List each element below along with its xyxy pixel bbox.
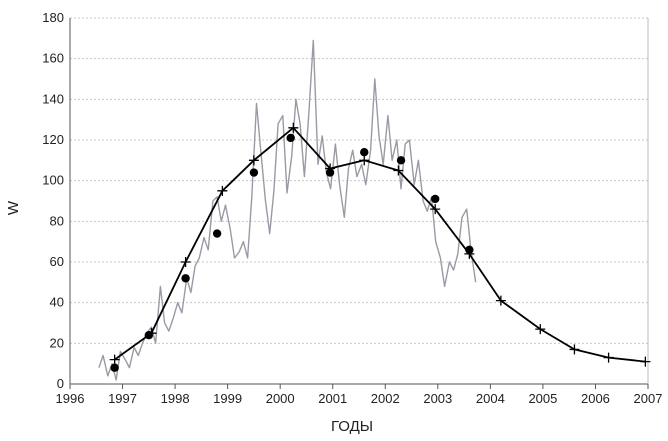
smoothed-plus-marker [180,257,191,267]
y-tick-label: 40 [50,295,64,310]
x-tick-label: 2004 [476,391,505,406]
smoothed-plus-marker [393,165,404,176]
smoothed-plus-marker [248,155,259,166]
smoothed-series-line [114,126,646,363]
annual-dot-marker [396,156,406,165]
smoothed-plus-marker [495,295,506,306]
x-tick-label: 2003 [423,391,452,406]
smoothed-plus-marker [640,356,651,367]
x-axis-title: ГОДЫ [331,418,373,435]
annual-dot-marker [249,168,259,177]
annual-dot-marker [430,194,440,204]
y-tick-label: 80 [50,213,64,228]
y-tick-label: 120 [42,132,64,147]
annual-dot-marker [286,133,295,143]
x-tick-label: 2002 [371,391,400,406]
annual-dot-marker [325,168,335,177]
y-tick-label: 20 [50,335,64,350]
y-tick-label: 140 [42,91,64,106]
smoothed-plus-marker [569,344,580,355]
y-tick-label: 100 [42,173,64,188]
annual-dot-marker [465,245,474,254]
x-tick-label: 2001 [318,391,347,406]
annual-dot-marker [144,331,154,340]
annual-dot-marker [110,363,119,372]
smoothed-plus-marker [109,354,120,365]
x-tick-label: 2005 [528,391,557,406]
x-tick-label: 1999 [213,391,242,406]
smoothed-plus-marker [217,185,228,196]
monthly-series-line [98,39,477,381]
grid-lines [70,17,648,344]
x-tick-label: 2007 [634,391,663,406]
x-tick-label: 1996 [56,391,85,406]
smoothed-plus-marker [535,324,546,335]
x-tick-label: 2006 [581,391,610,406]
x-tick-label: 2000 [266,391,295,406]
smoothed-plus-marker [430,204,441,215]
y-axis-title: W [5,200,22,215]
y-tick-label: 180 [42,10,64,25]
smoothed-plus-marker [288,122,299,133]
series [98,39,651,381]
x-tick-label: 1998 [161,391,190,406]
annual-dot-marker [212,229,222,238]
y-tick-label: 60 [50,254,64,269]
smoothed-plus-marker [359,155,370,166]
axes [69,18,649,389]
smoothed-plus-marker [603,352,614,363]
y-tick-label: 0 [57,376,64,391]
annual-dot-marker [181,274,190,283]
y-tick-label: 160 [42,51,64,66]
annual-dot-marker [360,148,369,157]
tick-labels: 0 20 40 60 80 100 120 140 160 180 1996 1997 1998 1999… [42,10,662,406]
x-tick-label: 1997 [108,391,137,406]
